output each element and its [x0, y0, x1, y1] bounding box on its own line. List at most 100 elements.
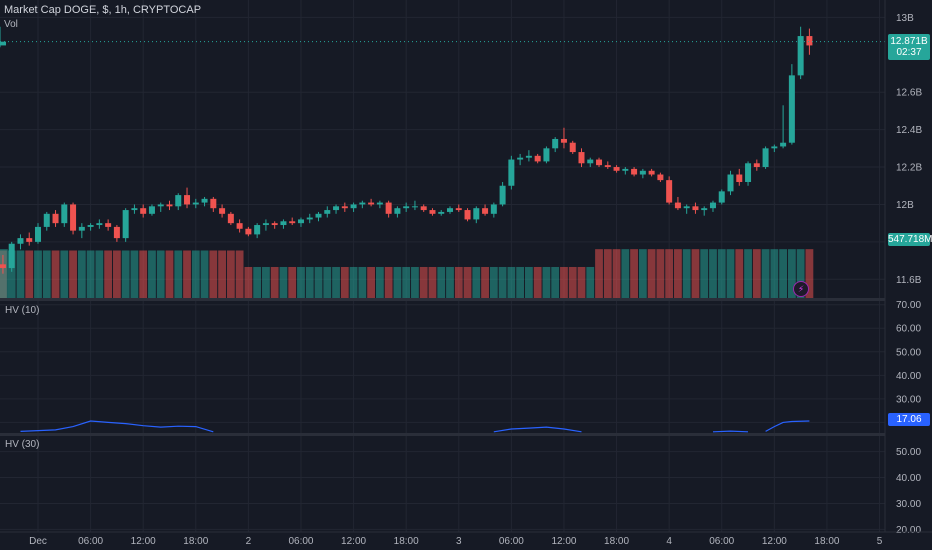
volume-legend[interactable]: Vol: [4, 19, 18, 30]
candle-body: [771, 146, 778, 149]
volume-bar: [235, 250, 244, 298]
volume-bar: [367, 266, 376, 298]
candle-body: [753, 163, 760, 168]
volume-bar: [183, 250, 191, 298]
volume-bar: [262, 266, 270, 298]
candle-body: [587, 159, 594, 164]
candle-body: [87, 225, 94, 227]
time-tick-label: 2: [246, 536, 252, 547]
candle-body: [131, 208, 138, 211]
volume-bar: [752, 249, 761, 298]
candle-body: [52, 213, 59, 224]
candle-body: [709, 202, 716, 209]
hv30-tick-label: 40.00: [896, 473, 921, 484]
hv30-tick-label: 50.00: [896, 447, 921, 458]
hv10-line-segment: [765, 420, 810, 432]
candle-body: [175, 195, 182, 207]
lightning-bolt-icon[interactable]: ⚡: [793, 281, 809, 297]
candle-body: [499, 185, 506, 205]
volume-bar: [419, 266, 428, 298]
volume-bar: [139, 250, 148, 298]
volume-bar: [411, 266, 419, 298]
candle-body: [701, 208, 708, 211]
time-tick-label: Dec: [29, 536, 47, 547]
volume-bar: [16, 250, 25, 298]
volume-bar: [270, 266, 279, 298]
candle-body: [534, 155, 541, 162]
volume-bar: [516, 266, 525, 298]
time-tick-label: 06:00: [499, 536, 524, 547]
volume-bar: [218, 250, 226, 298]
volume-bar: [463, 266, 472, 298]
candle-body: [96, 223, 103, 226]
volume-bar: [393, 266, 402, 298]
hv10-value-tag: 17.06: [888, 413, 930, 426]
time-axis[interactable]: Dec 06:00 12:00 18:00 2 06:00 12:00 18:00 3 06:00…: [29, 536, 883, 547]
hv30-tick-label: 30.00: [896, 499, 921, 510]
time-tick-label: 18:00: [604, 536, 629, 547]
price-axis[interactable]: 13B12.6B12.4B12.2B12B11.8B11.6B70.0060.0…: [896, 13, 922, 536]
candle-body: [70, 204, 77, 231]
volume-bar: [226, 250, 235, 298]
candle-body: [166, 204, 173, 207]
symbol-title[interactable]: Market Cap DOGE, $, 1h, CRYPTOCAP: [4, 4, 202, 16]
volume-bar: [551, 266, 560, 298]
candle-body: [306, 217, 313, 220]
hv30-legend[interactable]: HV (30): [5, 439, 40, 450]
candle-body: [613, 167, 620, 171]
volume-bar: [7, 250, 16, 298]
pane-separator: [0, 298, 885, 301]
candle-body: [43, 213, 50, 227]
candle-body: [148, 206, 155, 214]
volume-bar: [165, 250, 174, 298]
candle-body: [657, 174, 664, 181]
candle-body: [289, 221, 296, 224]
price-tick-label: 11.6B: [896, 275, 922, 286]
time-tick-label: 06:00: [709, 536, 734, 547]
volume-bar: [191, 250, 200, 298]
volume-bar: [665, 249, 674, 298]
candle-body: [254, 225, 261, 235]
candlesticks: [0, 26, 885, 274]
candle-body: [403, 206, 410, 209]
volume-bar: [437, 266, 446, 298]
volume-bar: [524, 266, 533, 298]
time-tick-label: 06:00: [288, 536, 313, 547]
volume-bar: [647, 249, 656, 298]
volume-bar: [595, 249, 603, 298]
volume-bar: [297, 266, 305, 298]
volume-bar: [446, 266, 454, 298]
candle-body: [745, 163, 752, 182]
volume-bar: [472, 266, 481, 298]
candle-body: [596, 159, 603, 166]
volume-bar: [104, 250, 113, 298]
volume-bar: [744, 249, 752, 298]
volume-bar: [156, 250, 165, 298]
candle-body: [0, 41, 6, 46]
time-tick-label: 18:00: [183, 536, 208, 547]
volume-value-tag: 547.718M: [888, 233, 932, 246]
candle-body: [762, 148, 769, 168]
volume-bar: [279, 266, 288, 298]
time-tick-label: 12:00: [551, 536, 576, 547]
candle-body: [315, 213, 322, 218]
price-tick-label: 12.2B: [896, 163, 922, 174]
candle-body: [78, 226, 85, 231]
volume-bar: [86, 250, 95, 298]
volume-bar: [25, 250, 34, 298]
time-tick-label: 3: [456, 536, 462, 547]
time-tick-label: 18:00: [814, 536, 839, 547]
volume-bar: [42, 250, 51, 298]
candle-body: [262, 223, 269, 226]
candle-body: [184, 195, 191, 205]
hv10-legend[interactable]: HV (10): [5, 305, 40, 316]
candle-body: [490, 204, 497, 214]
candle-body: [61, 204, 68, 224]
candle-body: [508, 159, 515, 186]
candle-body: [631, 168, 638, 175]
pane-separator: [0, 433, 885, 436]
candle-body: [105, 223, 112, 227]
pane-separators[interactable]: [0, 0, 932, 533]
volume-bar: [603, 249, 612, 298]
